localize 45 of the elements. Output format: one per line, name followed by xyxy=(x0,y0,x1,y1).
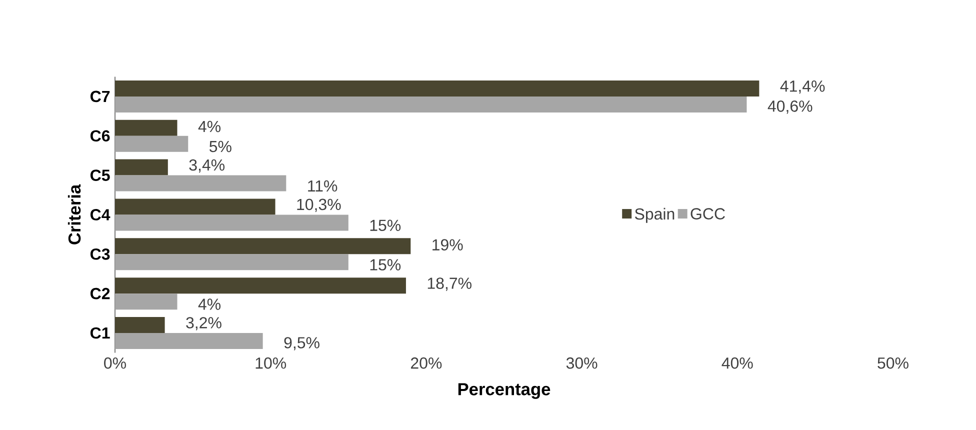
data-label: 9,5% xyxy=(284,337,320,350)
bar xyxy=(115,96,747,112)
data-label: 40,6% xyxy=(768,100,812,114)
data-label: 4% xyxy=(198,298,221,310)
bar xyxy=(115,278,406,294)
y-tick-label: C6 xyxy=(90,130,110,142)
data-label: 19% xyxy=(432,239,463,250)
legend-label: Spain xyxy=(634,208,674,223)
x-axis-title: Percentage xyxy=(458,383,550,399)
bar xyxy=(115,317,165,333)
x-tick-label: 30% xyxy=(566,357,598,369)
bar xyxy=(115,238,411,254)
y-tick-label: C3 xyxy=(90,248,110,260)
bar xyxy=(115,294,178,310)
y-axis-title: Criteria xyxy=(68,184,81,244)
y-tick-label: C4 xyxy=(90,209,110,220)
bar xyxy=(115,80,760,96)
data-label: 4% xyxy=(198,120,221,132)
x-tick-label: 0% xyxy=(104,357,126,369)
data-label: 3,2% xyxy=(186,317,222,330)
bar xyxy=(115,198,276,215)
data-label: 10,3% xyxy=(297,198,341,212)
y-tick-label: C1 xyxy=(90,327,110,339)
data-label: 11% xyxy=(308,180,338,192)
bar xyxy=(115,214,348,231)
data-label: 3,4% xyxy=(189,159,225,173)
bar xyxy=(115,333,263,349)
data-label: 5% xyxy=(209,140,232,152)
data-label: 18,7% xyxy=(428,278,472,291)
data-label: 15% xyxy=(370,259,401,270)
bar xyxy=(115,175,286,192)
x-tick-label: 50% xyxy=(878,357,908,369)
bar xyxy=(115,120,178,136)
legend-label: GCC xyxy=(690,208,725,220)
y-tick-label: C2 xyxy=(90,288,110,300)
bar xyxy=(115,159,168,176)
bar xyxy=(115,136,188,152)
y-tick-label: C7 xyxy=(90,90,110,102)
x-tick-label: 10% xyxy=(256,357,286,369)
data-label: 41,4% xyxy=(780,80,825,94)
x-tick-label: 20% xyxy=(410,357,442,369)
y-tick-label: C5 xyxy=(90,170,110,181)
bar xyxy=(115,254,348,270)
x-tick-label: 40% xyxy=(722,357,753,369)
data-label: 15% xyxy=(370,220,401,232)
